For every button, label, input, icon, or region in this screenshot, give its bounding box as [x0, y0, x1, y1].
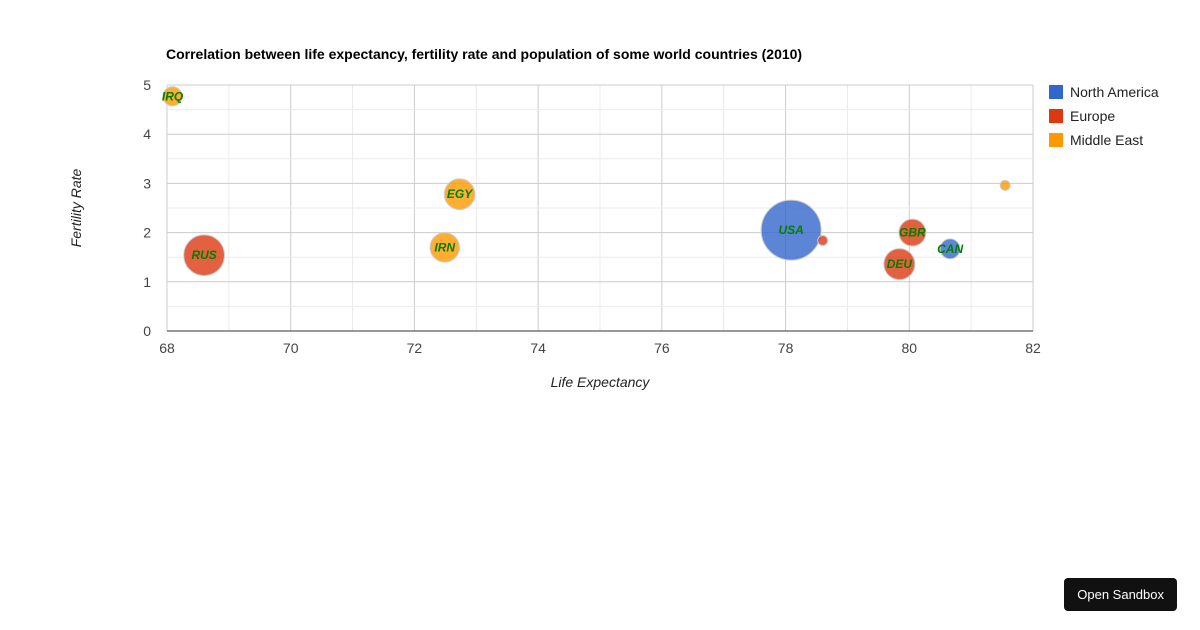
bubble-label: RUS [191, 248, 216, 262]
x-tick-label: 82 [1025, 340, 1041, 356]
x-tick-label: 70 [283, 340, 299, 356]
chart-title: Correlation between life expectancy, fer… [166, 46, 802, 62]
bubble-label: GBR [899, 226, 926, 240]
legend-swatch [1049, 133, 1063, 147]
y-tick-label: 3 [143, 175, 151, 191]
bubble-label: IRN [434, 240, 455, 254]
bubble-can [939, 238, 961, 260]
bubble-label: DEU [887, 257, 913, 271]
bubble-label: IRQ [162, 89, 184, 103]
y-axis-label: Fertility Rate [68, 169, 84, 248]
bubble-label: USA [778, 223, 803, 237]
x-tick-label: 72 [407, 340, 423, 356]
bubble-usa [760, 199, 822, 261]
x-axis-label: Life Expectancy [551, 374, 651, 390]
legend-label: Middle East [1070, 132, 1143, 148]
bubble-deu [883, 248, 916, 281]
bubble-gbr [898, 218, 927, 247]
bubble-label: EGY [447, 187, 473, 201]
y-tick-label: 4 [143, 126, 151, 142]
legend-swatch [1049, 109, 1063, 123]
y-tick-label: 1 [143, 274, 151, 290]
bubble-dnk [817, 234, 829, 246]
legend-swatch [1049, 85, 1063, 99]
legend-label: North America [1070, 84, 1159, 100]
bubble-irn [429, 232, 460, 263]
bubble-isr [999, 179, 1011, 191]
y-tick-label: 5 [143, 77, 151, 93]
bubble-egy [443, 178, 476, 211]
open-sandbox-button[interactable]: Open Sandbox [1064, 578, 1177, 611]
bubble-label: CAN [937, 242, 963, 256]
y-tick-label: 0 [143, 323, 151, 339]
x-tick-label: 68 [159, 340, 175, 356]
x-tick-label: 74 [530, 340, 546, 356]
legend-label: Europe [1070, 108, 1115, 124]
bubble-irq [162, 86, 183, 107]
bubble-rus [183, 234, 226, 277]
x-tick-label: 80 [901, 340, 917, 356]
x-tick-label: 78 [778, 340, 794, 356]
x-tick-label: 76 [654, 340, 670, 356]
y-tick-label: 2 [143, 225, 151, 241]
